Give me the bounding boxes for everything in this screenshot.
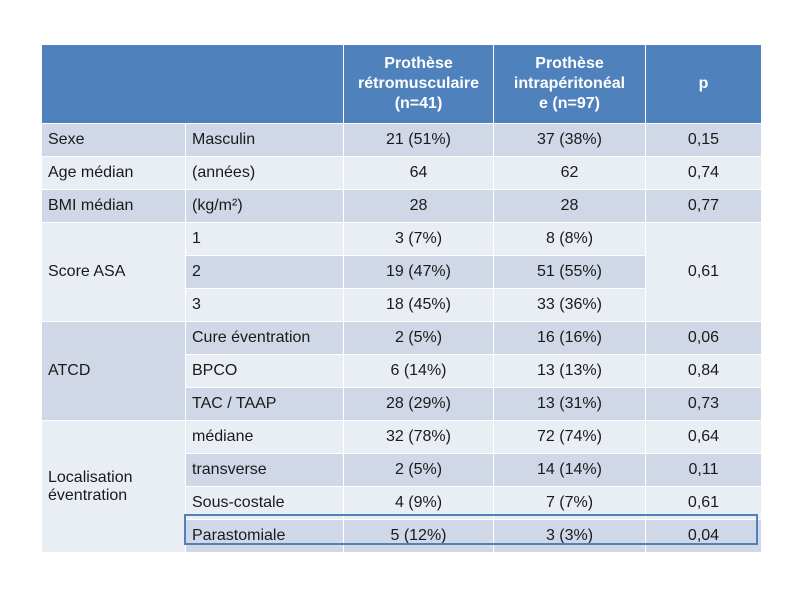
cell-p: 0,74 bbox=[645, 156, 762, 190]
cell-retro: 4 (9%) bbox=[343, 486, 494, 520]
cell-p: 0,11 bbox=[645, 453, 762, 487]
cell-intra: 16 (16%) bbox=[493, 321, 646, 355]
table-row-atcd-3: TAC / TAAP 28 (29%) 13 (31%) 0,73 bbox=[42, 387, 762, 421]
row-sublabel: médiane bbox=[185, 420, 344, 454]
cell-retro: 28 (29%) bbox=[343, 387, 494, 421]
cell-intra: 14 (14%) bbox=[493, 453, 646, 487]
header-row: Prothèse rétromusculaire (n=41) Prothèse… bbox=[41, 44, 762, 124]
table-row-atcd-1: ATCD Cure éventration 2 (5%) 16 (16%) 0,… bbox=[41, 321, 762, 421]
cell-p: 0,73 bbox=[645, 387, 762, 421]
cell-retro: 19 (47%) bbox=[343, 255, 494, 289]
cell-p-asa: 0,61 bbox=[645, 222, 762, 322]
row-sublabel: (kg/m²) bbox=[185, 189, 344, 223]
row-sublabel: 3 bbox=[185, 288, 344, 322]
row-sublabel: Sous-costale bbox=[185, 486, 344, 520]
row-sublabel: 1 bbox=[185, 222, 344, 256]
row-sublabel: (années) bbox=[185, 156, 344, 190]
cell-p: 0,15 bbox=[645, 123, 762, 157]
group-label-localisation: Localisation éventration bbox=[41, 420, 186, 553]
table-row-age: Age médian (années) 64 62 0,74 bbox=[41, 156, 762, 190]
row-label: BMI médian bbox=[41, 189, 186, 223]
table-row-bmi: BMI médian (kg/m²) 28 28 0,77 bbox=[41, 189, 762, 223]
cell-intra: 13 (13%) bbox=[493, 354, 646, 388]
cell-retro: 32 (78%) bbox=[343, 420, 494, 454]
row-sublabel: Parastomiale bbox=[185, 519, 344, 553]
cell-p: 0,04 bbox=[645, 519, 762, 553]
table-row-asa-2: 2 19 (47%) 51 (55%) bbox=[42, 255, 762, 289]
row-sublabel: TAC / TAAP bbox=[185, 387, 344, 421]
row-label: Age médian bbox=[41, 156, 186, 190]
group-label-atcd: ATCD bbox=[41, 321, 186, 421]
cell-retro: 18 (45%) bbox=[343, 288, 494, 322]
cell-retro: 5 (12%) bbox=[343, 519, 494, 553]
header-empty-cell bbox=[41, 44, 344, 124]
table-row-sexe: Sexe Masculin 21 (51%) 37 (38%) 0,15 bbox=[41, 123, 762, 157]
cell-intra: 51 (55%) bbox=[493, 255, 646, 289]
row-sublabel: 2 bbox=[185, 255, 344, 289]
row-sublabel: Masculin bbox=[185, 123, 344, 157]
header-p-value: p bbox=[645, 44, 762, 124]
table-row-atcd-2: BPCO 6 (14%) 13 (13%) 0,84 bbox=[42, 354, 762, 388]
header-retromusculaire: Prothèse rétromusculaire (n=41) bbox=[343, 44, 494, 124]
header-intraperitoneale: Prothèse intrapéritonéal e (n=97) bbox=[493, 44, 646, 124]
cell-intra: 28 bbox=[493, 189, 646, 223]
cell-p: 0,61 bbox=[645, 486, 762, 520]
cell-intra: 8 (8%) bbox=[493, 222, 646, 256]
cell-retro: 64 bbox=[343, 156, 494, 190]
table-row-asa-3: 3 18 (45%) 33 (36%) bbox=[42, 288, 762, 322]
cell-intra: 62 bbox=[493, 156, 646, 190]
table-row-loc-4-highlighted: Parastomiale 5 (12%) 3 (3%) 0,04 bbox=[42, 519, 762, 553]
cell-intra: 3 (3%) bbox=[493, 519, 646, 553]
table-row-loc-2: transverse 2 (5%) 14 (14%) 0,11 bbox=[42, 453, 762, 487]
table-row-loc-1: Localisation éventration médiane 32 (78%… bbox=[41, 420, 762, 553]
row-sublabel: BPCO bbox=[185, 354, 344, 388]
cell-retro: 6 (14%) bbox=[343, 354, 494, 388]
cell-p: 0,84 bbox=[645, 354, 762, 388]
cell-intra: 13 (31%) bbox=[493, 387, 646, 421]
cell-retro: 28 bbox=[343, 189, 494, 223]
cell-p: 0,06 bbox=[645, 321, 762, 355]
cell-retro: 21 (51%) bbox=[343, 123, 494, 157]
cell-retro: 3 (7%) bbox=[343, 222, 494, 256]
comparison-table-container: Prothèse rétromusculaire (n=41) Prothèse… bbox=[41, 44, 762, 553]
comparison-table: Prothèse rétromusculaire (n=41) Prothèse… bbox=[41, 44, 762, 553]
cell-retro: 2 (5%) bbox=[343, 321, 494, 355]
cell-intra: 37 (38%) bbox=[493, 123, 646, 157]
group-label-asa: Score ASA bbox=[41, 222, 186, 322]
cell-retro: 2 (5%) bbox=[343, 453, 494, 487]
row-sublabel: Cure éventration bbox=[185, 321, 344, 355]
cell-p: 0,77 bbox=[645, 189, 762, 223]
row-sublabel: transverse bbox=[185, 453, 344, 487]
cell-intra: 7 (7%) bbox=[493, 486, 646, 520]
table-row-asa-1: Score ASA 1 3 (7%) 8 (8%) 0,61 bbox=[41, 222, 762, 322]
cell-intra: 72 (74%) bbox=[493, 420, 646, 454]
cell-intra: 33 (36%) bbox=[493, 288, 646, 322]
cell-p: 0,64 bbox=[645, 420, 762, 454]
row-label: Sexe bbox=[41, 123, 186, 157]
